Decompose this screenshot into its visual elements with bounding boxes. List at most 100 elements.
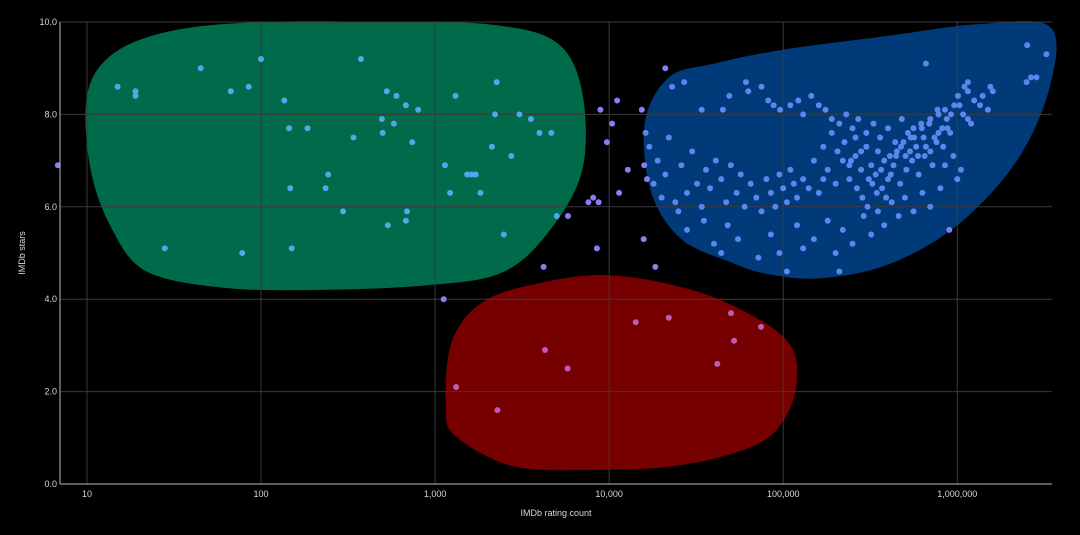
data-point: [755, 254, 762, 261]
data-point: [885, 125, 891, 132]
data-point: [810, 157, 817, 164]
data-point: [863, 143, 870, 150]
data-point: [964, 79, 971, 86]
data-point: [968, 120, 975, 127]
data-point: [947, 129, 954, 136]
data-point: [892, 139, 899, 146]
data-point: [883, 194, 890, 201]
data-point: [909, 157, 916, 164]
data-point: [903, 166, 910, 173]
data-point: [640, 236, 647, 243]
data-point: [767, 231, 774, 238]
data-point: [700, 217, 707, 224]
data-point: [776, 250, 783, 256]
data-point: [500, 231, 507, 238]
data-point: [1028, 74, 1034, 81]
data-point: [322, 185, 329, 192]
data-point: [694, 180, 701, 187]
data-point: [942, 106, 948, 113]
data-point: [508, 153, 515, 159]
data-point: [672, 199, 679, 206]
data-point: [954, 176, 961, 183]
data-point: [822, 106, 829, 113]
data-point: [984, 106, 991, 113]
data-point: [843, 111, 850, 118]
data-point: [609, 120, 616, 127]
data-point: [1024, 42, 1031, 49]
y-tick-label: 2.0: [44, 387, 57, 397]
data-point: [642, 129, 649, 136]
data-point: [911, 134, 918, 141]
data-point: [548, 129, 555, 136]
data-point: [915, 153, 921, 159]
data-point: [654, 157, 661, 164]
data-point: [927, 148, 934, 155]
data-point: [488, 143, 495, 150]
data-point: [933, 139, 940, 146]
data-point: [747, 180, 754, 187]
region-0: [85, 21, 586, 291]
data-point: [684, 189, 690, 196]
data-point: [286, 125, 293, 132]
data-point: [492, 111, 498, 118]
data-point: [707, 185, 714, 192]
data-point: [378, 116, 385, 122]
data-point: [711, 240, 717, 247]
data-point: [447, 189, 454, 196]
y-tick-label: 4.0: [44, 294, 57, 304]
data-point: [452, 92, 459, 99]
data-point: [824, 217, 831, 224]
data-point: [614, 97, 621, 104]
data-point: [897, 180, 904, 187]
data-point: [258, 56, 264, 62]
data-point: [950, 153, 957, 159]
data-point: [114, 83, 121, 90]
data-point: [893, 153, 900, 159]
data-point: [860, 213, 867, 219]
data-point: [800, 111, 807, 118]
x-tick-label: 100,000: [767, 489, 800, 499]
data-point: [542, 347, 548, 353]
data-point: [987, 83, 994, 90]
data-point: [913, 143, 920, 150]
data-point: [808, 92, 815, 99]
data-point: [758, 208, 765, 215]
data-point: [942, 162, 948, 169]
data-point: [468, 171, 475, 178]
data-point: [979, 92, 986, 99]
data-points: [54, 42, 1050, 414]
data-point: [839, 226, 846, 233]
data-point: [763, 176, 770, 183]
data-point: [472, 171, 479, 178]
data-point: [527, 116, 534, 122]
y-axis-title: IMDb stars: [17, 231, 27, 275]
data-point: [878, 166, 885, 173]
data-point: [895, 213, 902, 219]
data-point: [758, 83, 765, 90]
data-point: [820, 143, 827, 150]
data-point: [864, 203, 871, 210]
data-point: [678, 162, 685, 169]
data-point: [595, 199, 602, 206]
data-point: [828, 116, 835, 122]
data-point: [665, 134, 672, 141]
data-point: [304, 125, 311, 132]
data-point: [907, 148, 913, 155]
data-point: [287, 185, 294, 192]
data-point: [939, 125, 946, 132]
data-point: [281, 97, 288, 104]
data-point: [650, 180, 657, 187]
data-point: [404, 208, 410, 215]
grid: [60, 21, 1052, 484]
data-point: [961, 83, 968, 90]
data-point: [921, 153, 928, 159]
data-point: [1043, 51, 1050, 58]
x-axis-title: IMDb rating count: [520, 508, 592, 518]
x-tick-label: 100: [254, 489, 269, 499]
data-point: [239, 250, 246, 256]
data-point: [288, 245, 295, 252]
data-point: [742, 79, 749, 86]
data-point: [989, 88, 996, 95]
data-point: [402, 217, 409, 224]
data-point: [737, 171, 744, 178]
